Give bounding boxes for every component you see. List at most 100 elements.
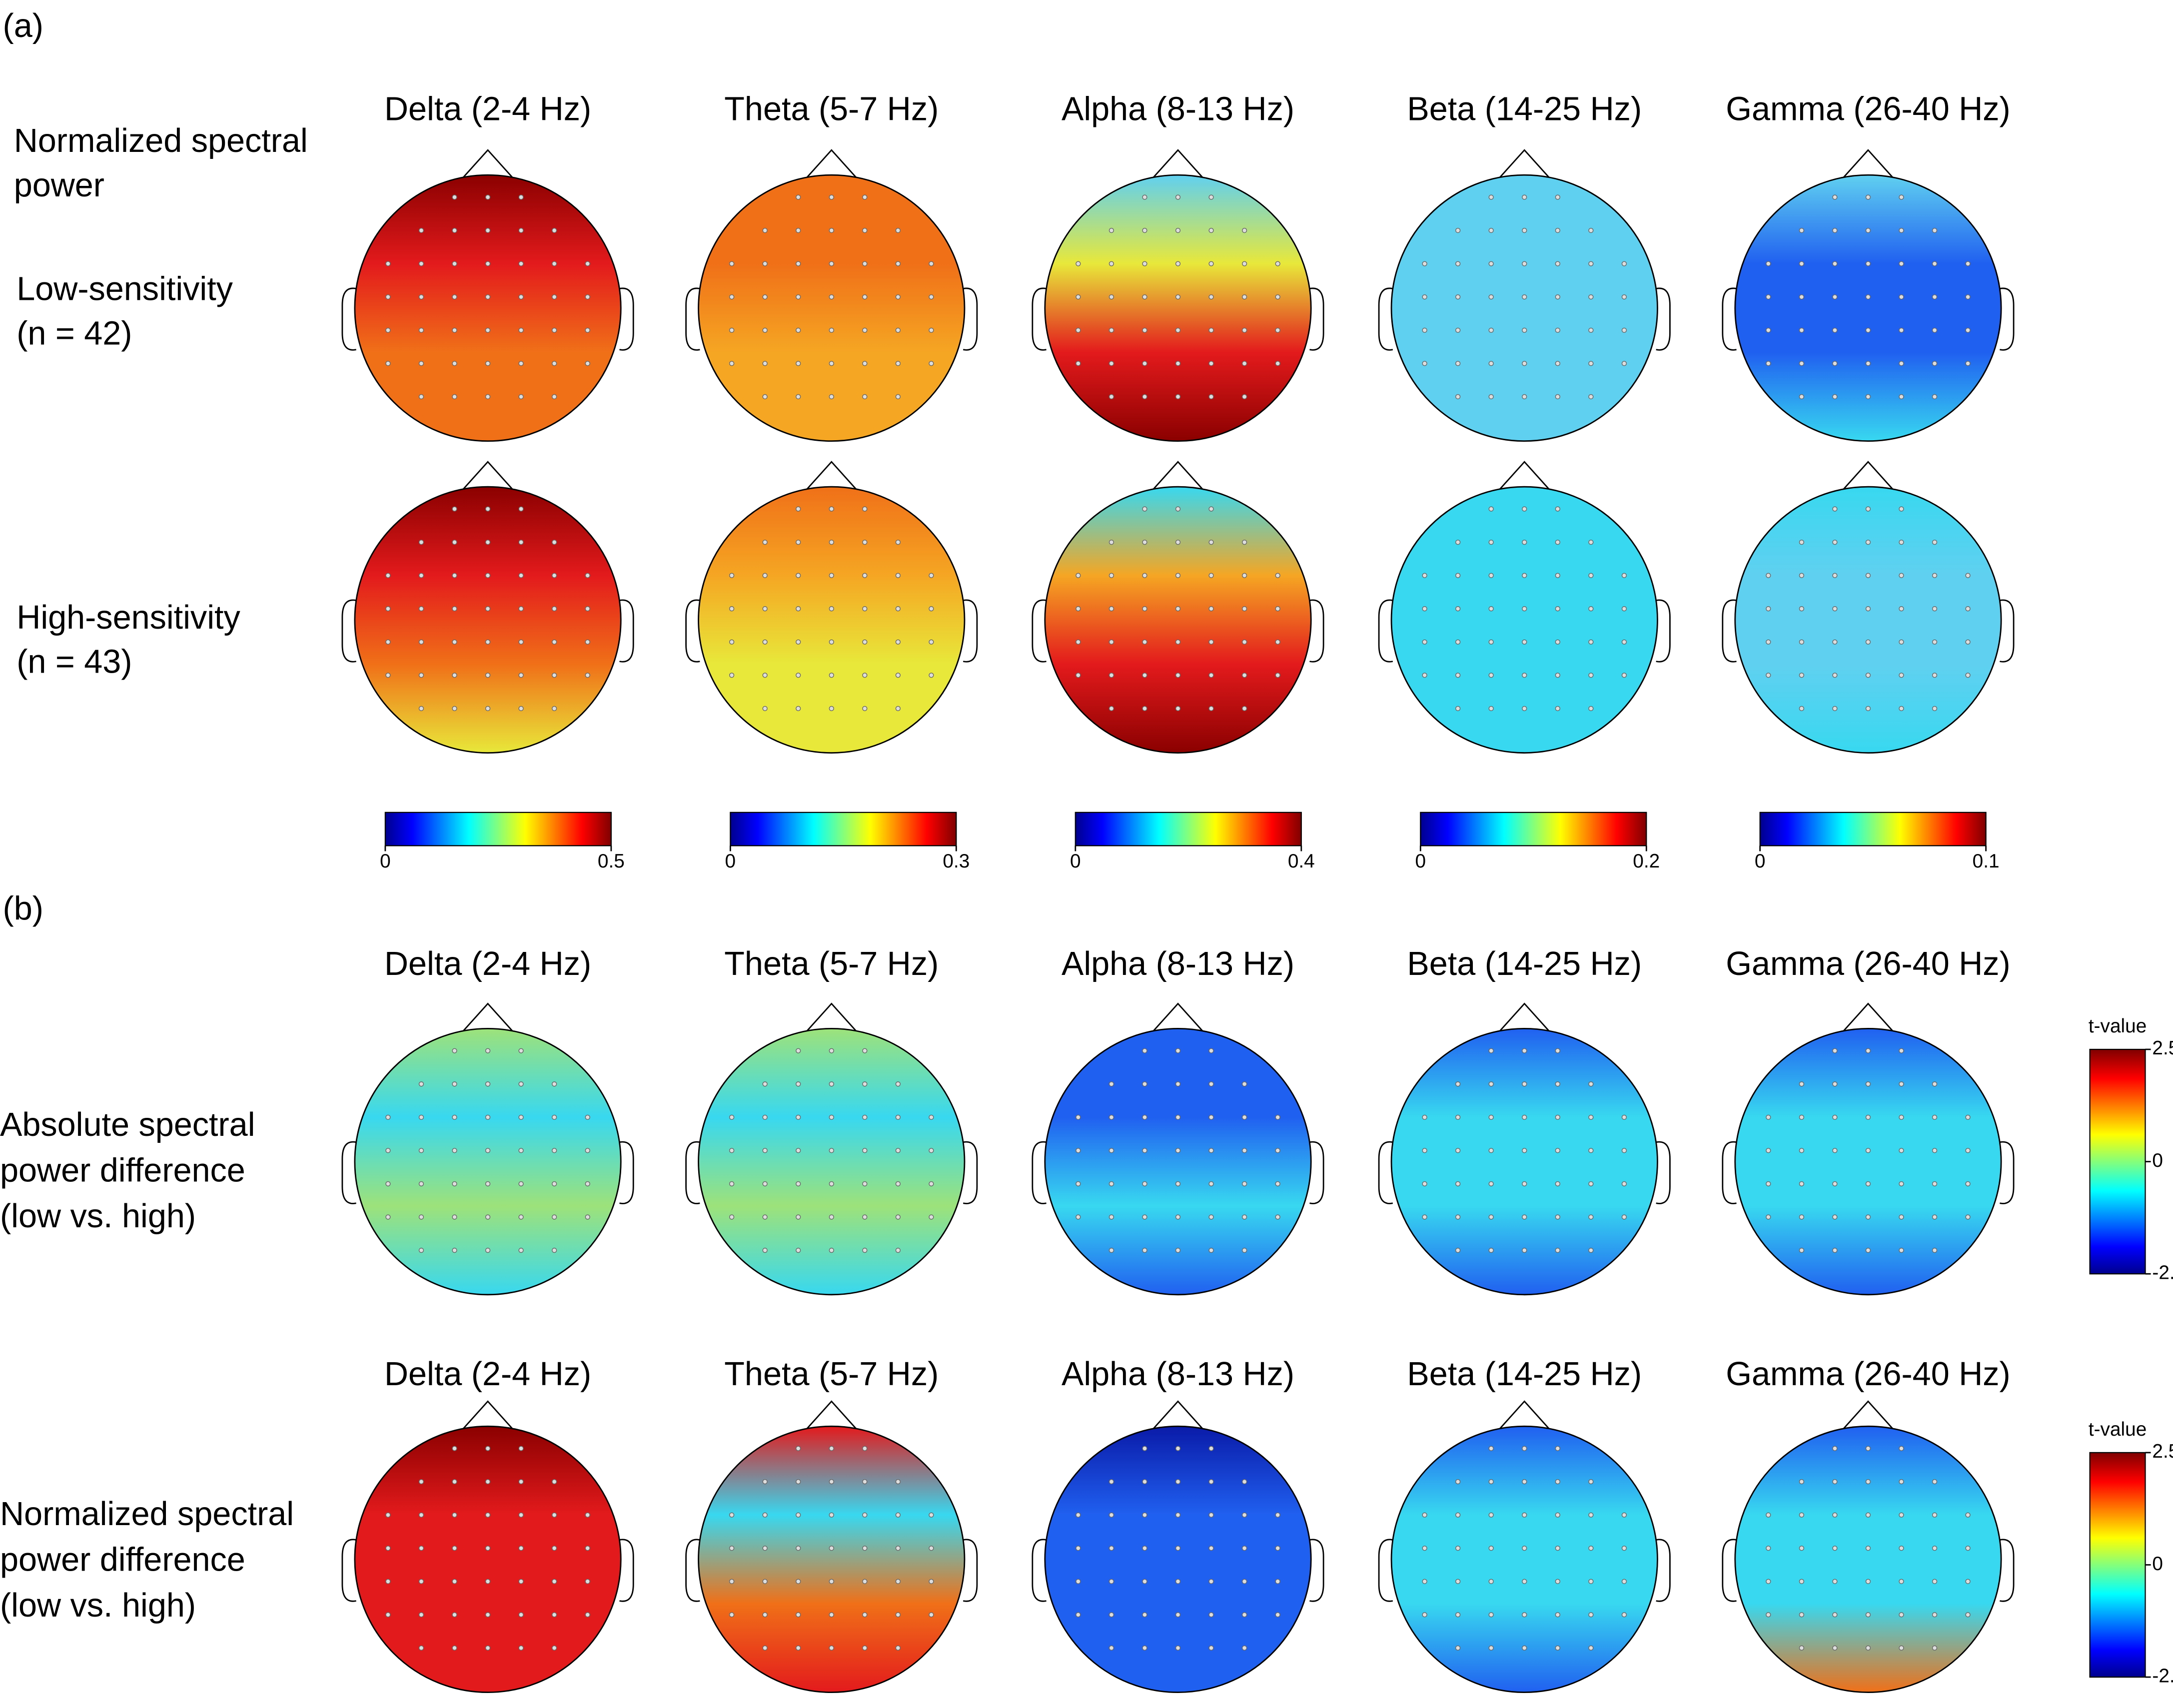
electrode [385, 261, 391, 266]
topomap [1378, 1400, 1671, 1694]
electrode [1422, 573, 1427, 578]
electrode [1965, 1214, 1971, 1220]
electrode [1899, 1546, 1904, 1551]
electrode [418, 1214, 424, 1220]
electrode [1865, 1512, 1871, 1518]
electrode [1142, 1645, 1147, 1651]
electrode [895, 361, 901, 366]
electrode [762, 1081, 768, 1087]
ear [341, 1539, 356, 1602]
electrode [585, 606, 590, 612]
ear [1722, 287, 1737, 351]
electrode [1621, 1612, 1627, 1618]
electrode [862, 1479, 868, 1485]
electrode [1422, 1579, 1427, 1584]
topomap [1032, 1400, 1324, 1694]
electrode [552, 639, 557, 645]
colorbar-tick-label: 0.5 [598, 851, 625, 872]
electrode [1965, 606, 1971, 612]
ear [1722, 1141, 1737, 1204]
electrode [1932, 1645, 1938, 1651]
topomap [685, 149, 978, 442]
column-title: Delta (2-4 Hz) [384, 90, 591, 127]
electrode [1588, 1148, 1594, 1153]
electrode [1241, 394, 1247, 400]
electrode [485, 228, 491, 233]
electrode [418, 1479, 424, 1485]
electrode [1175, 228, 1181, 233]
electrode [1865, 228, 1871, 233]
electrode [418, 1247, 424, 1253]
electrode [1175, 394, 1181, 400]
electrode [552, 261, 557, 266]
electrode [552, 361, 557, 366]
electrode [1588, 1546, 1594, 1551]
electrode [1241, 1579, 1247, 1584]
electrode [452, 706, 457, 711]
electrode [1832, 573, 1838, 578]
electrode [1108, 1247, 1114, 1253]
electrode [1899, 1247, 1904, 1253]
electrode [1522, 1247, 1527, 1253]
electrode [1275, 1546, 1280, 1551]
electrode [1555, 261, 1560, 266]
electrode [418, 673, 424, 678]
electrode [1108, 606, 1114, 612]
electrode [1175, 673, 1181, 678]
electrode [1208, 1081, 1214, 1087]
row-label: (n = 43) [16, 644, 132, 681]
column-title: Beta (14-25 Hz) [1407, 1356, 1642, 1393]
electrode [862, 194, 868, 200]
electrode [1175, 606, 1181, 612]
electrode [1108, 394, 1114, 400]
electrode [1555, 294, 1560, 300]
electrode [1208, 639, 1214, 645]
electrode [1555, 573, 1560, 578]
topomap [341, 1002, 634, 1296]
electrode [585, 1512, 590, 1518]
electrode [1522, 1214, 1527, 1220]
nose [806, 1002, 857, 1032]
row-header: power [14, 167, 104, 204]
electrode [862, 573, 868, 578]
electrode [929, 573, 934, 578]
electrode [585, 327, 590, 333]
electrode [1142, 639, 1147, 645]
electrode [1108, 1148, 1114, 1153]
electrode [929, 1612, 934, 1618]
electrode [1588, 1081, 1594, 1087]
electrode [1422, 673, 1427, 678]
electrode [1522, 1181, 1527, 1187]
electrode [729, 1512, 735, 1518]
electrode [1621, 1148, 1627, 1153]
electrode [929, 639, 934, 645]
electrode [895, 1546, 901, 1551]
row-label: power difference [0, 1152, 245, 1189]
electrode [1175, 1546, 1181, 1551]
electrode [862, 1247, 868, 1253]
electrode [1142, 194, 1147, 200]
colorbar-tick-label: 2.5 [2152, 1441, 2173, 1462]
ear [341, 599, 356, 663]
electrode [385, 639, 391, 645]
electrode [1555, 639, 1560, 645]
electrode [1108, 1612, 1114, 1618]
ear [1378, 287, 1393, 351]
electrode [1555, 327, 1560, 333]
electrode [1555, 673, 1560, 678]
electrode [1555, 539, 1560, 545]
electrode [552, 1546, 557, 1551]
electrode [418, 1114, 424, 1120]
electrode [796, 1181, 801, 1187]
electrode [796, 1081, 801, 1087]
electrode [1865, 194, 1871, 200]
electrode [1076, 1512, 1081, 1518]
electrode [862, 706, 868, 711]
electrode [1865, 1579, 1871, 1584]
scalp [1044, 486, 1312, 754]
electrode [385, 573, 391, 578]
electrode [1108, 1181, 1114, 1187]
electrode [1142, 228, 1147, 233]
electrode [1799, 1479, 1804, 1485]
electrode [1899, 1048, 1904, 1053]
